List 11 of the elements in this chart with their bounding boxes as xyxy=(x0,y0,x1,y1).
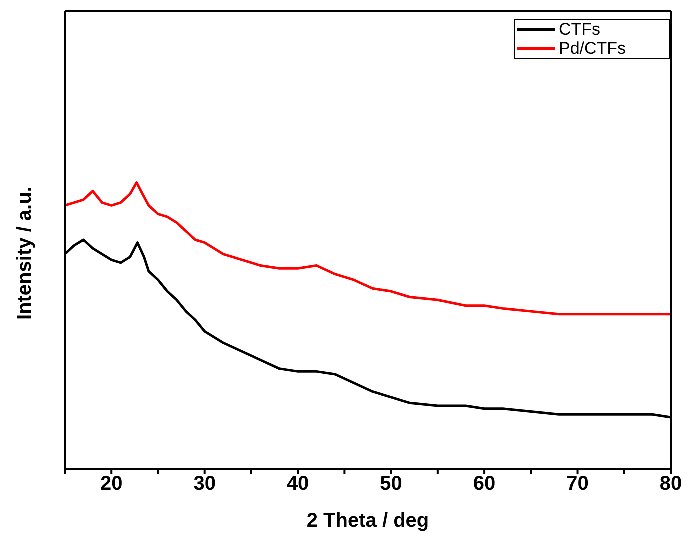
x-tick-label: 30 xyxy=(194,473,216,496)
legend-label: CTFs xyxy=(559,20,601,39)
x-tick-label: 80 xyxy=(660,473,682,496)
x-tick-label: 40 xyxy=(286,473,310,496)
x-tick-label: 70 xyxy=(566,473,589,496)
x-tick-label: 60 xyxy=(473,473,496,496)
x-tick-label: 20 xyxy=(100,473,123,496)
x-axis-title: 2 Theta / deg xyxy=(306,510,430,532)
legend-label: Pd/CTFs xyxy=(559,39,626,58)
y-axis-title: Intensity / a.u. xyxy=(14,186,36,320)
x-tick-label: 50 xyxy=(380,473,402,496)
